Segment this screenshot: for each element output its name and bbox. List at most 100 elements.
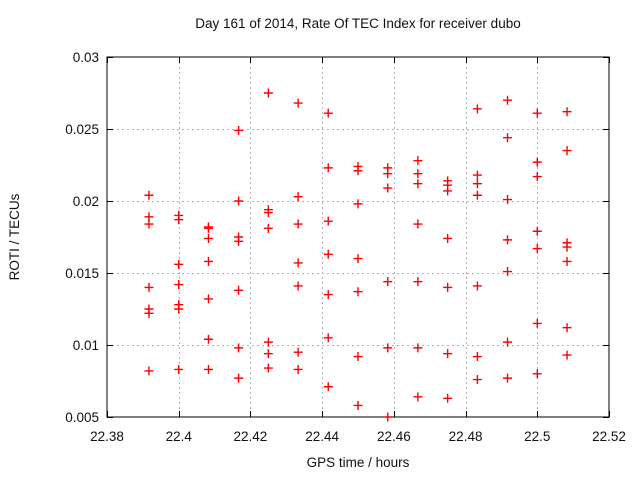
data-point-plus-marker [443, 282, 453, 292]
data-point-plus-marker [323, 216, 333, 226]
data-point-plus-marker [203, 233, 213, 243]
data-point-plus-marker [263, 337, 273, 347]
data-point-plus-marker [383, 412, 393, 422]
data-point-plus-marker [413, 156, 423, 166]
tick-labels: 22.38 22.4 22.42 22.44 22.46 22.48 22.5 22.52 0.… [65, 50, 626, 444]
data-point-plus-marker [532, 226, 542, 236]
data-points [144, 88, 572, 422]
data-point-plus-marker [174, 215, 184, 225]
data-point-plus-marker [293, 219, 303, 229]
data-point-plus-marker [174, 280, 184, 290]
data-point-plus-marker [293, 192, 303, 202]
x-tick-label: 22.52 [592, 429, 626, 444]
x-tick-label: 22.38 [90, 429, 124, 444]
data-point-plus-marker [234, 236, 244, 246]
data-point-plus-marker [203, 223, 213, 233]
data-point-plus-marker [174, 259, 184, 269]
data-point-plus-marker [353, 199, 363, 209]
x-tick-label: 22.46 [377, 429, 411, 444]
data-point-plus-marker [234, 343, 244, 353]
data-point-plus-marker [144, 308, 154, 318]
data-point-plus-marker [532, 318, 542, 328]
data-point-plus-marker [203, 334, 213, 344]
data-point-plus-marker [323, 249, 333, 259]
data-point-plus-marker [443, 349, 453, 359]
grid-lines [107, 57, 609, 417]
data-point-plus-marker [234, 285, 244, 295]
x-tick-label: 22.42 [234, 429, 268, 444]
data-point-plus-marker [503, 133, 513, 143]
data-point-plus-marker [503, 95, 513, 105]
data-point-plus-marker [263, 363, 273, 373]
data-point-plus-marker [293, 347, 303, 357]
data-point-plus-marker [532, 369, 542, 379]
data-point-plus-marker [323, 163, 333, 173]
data-point-plus-marker [443, 186, 453, 196]
data-point-plus-marker [174, 364, 184, 374]
data-point-plus-marker [413, 392, 423, 402]
x-axis-label: GPS time / hours [307, 455, 410, 470]
data-point-plus-marker [472, 104, 482, 114]
y-tick-label: 0.025 [65, 122, 99, 137]
plot-border [106, 56, 610, 418]
axis-ticks [107, 57, 610, 418]
data-point-plus-marker [234, 373, 244, 383]
data-point-plus-marker [323, 333, 333, 343]
data-point-plus-marker [532, 244, 542, 254]
data-point-plus-marker [144, 282, 154, 292]
x-tick-label: 22.5 [524, 429, 550, 444]
y-tick-label: 0.01 [73, 338, 99, 353]
data-point-plus-marker [263, 349, 273, 359]
x-tick-label: 22.48 [449, 429, 483, 444]
data-point-plus-marker [383, 277, 393, 287]
y-tick-label: 0.02 [73, 194, 99, 209]
data-point-plus-marker [293, 98, 303, 108]
y-tick-label: 0.03 [73, 50, 99, 65]
y-tick-label: 0.015 [65, 266, 99, 281]
data-point-plus-marker [503, 373, 513, 383]
data-point-plus-marker [472, 375, 482, 385]
data-point-plus-marker [503, 195, 513, 205]
data-point-plus-marker [562, 107, 572, 117]
data-point-plus-marker [293, 281, 303, 291]
y-tick-label: 0.005 [65, 410, 99, 425]
data-point-plus-marker [293, 364, 303, 374]
data-point-plus-marker [203, 364, 213, 374]
x-tick-label: 22.4 [166, 429, 193, 444]
data-point-plus-marker [472, 281, 482, 291]
data-point-plus-marker [562, 350, 572, 360]
data-point-plus-marker [383, 343, 393, 353]
data-point-plus-marker [413, 179, 423, 189]
data-point-plus-marker [562, 146, 572, 156]
data-point-plus-marker [413, 277, 423, 287]
data-point-plus-marker [472, 179, 482, 189]
data-point-plus-marker [293, 258, 303, 268]
data-point-plus-marker [144, 366, 154, 376]
data-point-plus-marker [562, 242, 572, 252]
data-point-plus-marker [234, 196, 244, 206]
data-point-plus-marker [263, 208, 273, 218]
data-point-plus-marker [503, 267, 513, 277]
chart-title: Day 161 of 2014, Rate Of TEC Index for r… [195, 16, 520, 31]
data-point-plus-marker [443, 233, 453, 243]
data-point-plus-marker [353, 287, 363, 297]
data-point-plus-marker [472, 170, 482, 180]
data-point-plus-marker [353, 400, 363, 410]
data-point-plus-marker [203, 294, 213, 304]
data-point-plus-marker [532, 108, 542, 118]
data-point-plus-marker [174, 304, 184, 314]
data-point-plus-marker [353, 166, 363, 176]
data-point-plus-marker [203, 256, 213, 266]
data-point-plus-marker [562, 323, 572, 333]
data-point-plus-marker [443, 393, 453, 403]
data-point-plus-marker [263, 88, 273, 98]
data-point-plus-marker [532, 172, 542, 182]
data-point-plus-marker [383, 183, 393, 193]
data-point-plus-marker [413, 169, 423, 179]
data-point-plus-marker [503, 337, 513, 347]
data-point-plus-marker [144, 190, 154, 200]
data-point-plus-marker [144, 219, 154, 229]
data-point-plus-marker [472, 352, 482, 362]
